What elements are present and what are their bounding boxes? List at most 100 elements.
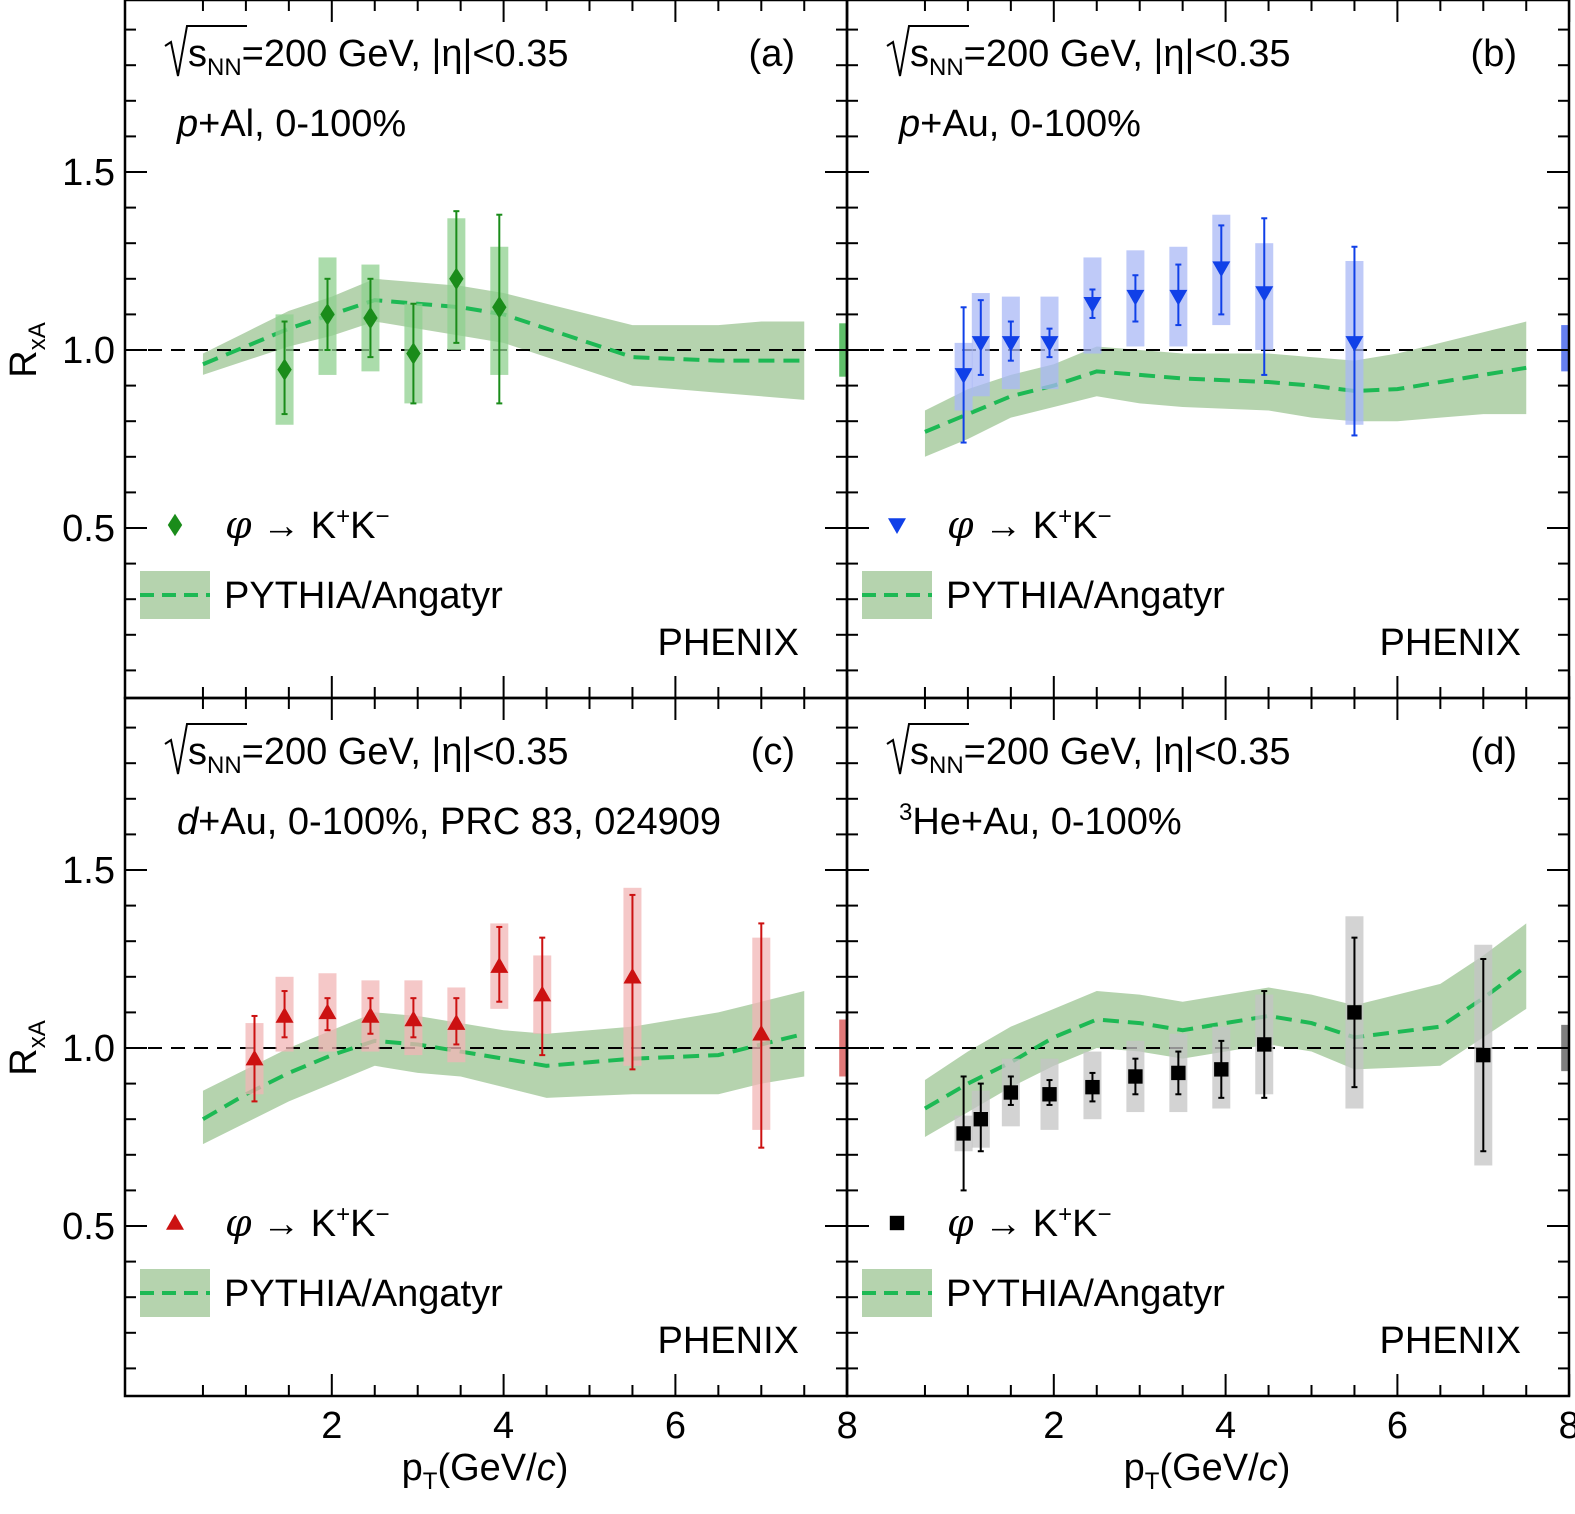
data-point: [1040, 296, 1059, 390]
marker-triangle-up: [490, 957, 509, 973]
energy-annotation: sNN=200 GeV, |η|<0.35: [886, 723, 1291, 779]
marker-triangle-down: [1169, 289, 1188, 306]
marker-triangle-up: [447, 1014, 466, 1030]
sqrt-sign: [886, 25, 969, 77]
legend-k: K: [311, 1203, 336, 1245]
data-point: [490, 213, 509, 405]
data-point: [1126, 250, 1145, 347]
marker-triangle-up: [533, 985, 552, 1002]
marker-diamond: [406, 342, 421, 365]
energy-sub: NN: [207, 54, 242, 81]
plot-area: [125, 887, 847, 1149]
system-label: p+Al, 0-100%: [176, 103, 406, 145]
data-point: [752, 922, 771, 1149]
legend-plus: +: [336, 1201, 350, 1228]
data-point: [954, 1075, 973, 1192]
energy-s: s: [188, 731, 207, 773]
sqrt-sign: [886, 723, 969, 775]
panel-label: (c): [751, 731, 795, 773]
sqrt-sign: [164, 723, 247, 775]
data-point: [318, 973, 337, 1052]
y-tick-label: 1.0: [62, 1028, 115, 1070]
plot-area: [847, 916, 1569, 1192]
legend-marker-triangle-down: [888, 518, 906, 534]
data-point: [245, 1014, 264, 1103]
model-band: [202, 991, 805, 1145]
system-rest: He+Au, 0-100%: [912, 801, 1181, 843]
marker-square: [1257, 1037, 1272, 1052]
system-italic: p: [176, 103, 198, 145]
x-tick-label: 4: [493, 1405, 514, 1447]
marker-triangle-down: [954, 368, 973, 384]
x-axis-title-left: pT(GeV/c): [402, 1447, 569, 1495]
legend-phi: φ: [225, 1201, 252, 1245]
system-italic: p: [898, 103, 920, 145]
data-point: [1474, 944, 1493, 1166]
legend-k: K: [1033, 1203, 1058, 1245]
axis-ticks: [125, 0, 849, 698]
data-point: [971, 1082, 990, 1153]
data-point: [1345, 916, 1364, 1109]
x-tick-label: 6: [665, 1405, 686, 1447]
marker-diamond: [492, 296, 507, 319]
x-axis-title-right: pT(GeV/c): [1124, 1447, 1291, 1495]
legend-minus: −: [1097, 503, 1111, 530]
legend-k: K: [350, 1203, 375, 1245]
legend-arrow: →: [974, 1203, 1033, 1245]
data-point: [954, 306, 973, 444]
legend-phi: φ: [225, 503, 252, 547]
energy-annotation: sNN=200 GeV, |η|<0.35: [886, 25, 1291, 81]
data-point: [1040, 1058, 1059, 1130]
panel-label: (a): [749, 33, 795, 75]
legend-plus: +: [1058, 1201, 1072, 1228]
y-axis-title-main: R: [3, 1048, 45, 1075]
marker-triangle-up: [404, 1010, 423, 1027]
marker-triangle-up: [752, 1024, 771, 1041]
marker-triangle-up: [623, 967, 642, 984]
legend-arrow: →: [974, 505, 1033, 547]
data-point: [1169, 1033, 1188, 1113]
data-point: [361, 264, 380, 372]
data-point: [404, 980, 423, 1056]
experiment-label: PHENIX: [658, 622, 799, 664]
y-axis-title-sub: xA: [24, 1020, 51, 1048]
data-point: [447, 987, 466, 1063]
energy-sub: NN: [929, 54, 964, 81]
data-point: [361, 980, 380, 1052]
y-tick-label: 0.5: [62, 1206, 115, 1248]
marker-triangle-down: [1083, 296, 1102, 313]
legend-arrow: →: [252, 1203, 311, 1245]
legend-minus: −: [375, 503, 389, 530]
system-sup: 3: [899, 799, 912, 826]
legend-marker-triangle-up: [166, 1214, 184, 1230]
system-label: 3He+Au, 0-100%: [899, 799, 1182, 843]
legend-data-label: φ → K+K−: [225, 1201, 389, 1245]
energy-s: s: [188, 33, 207, 75]
marker-triangle-down: [1212, 261, 1231, 278]
data-point: [1083, 257, 1102, 354]
chart-panel-b: sNN=200 GeV, |η|<0.35 (b) p+Au, 0-100% φ → …: [845, 0, 1571, 700]
data-point: [1255, 217, 1274, 376]
axis-ticks: [847, 698, 1571, 1396]
chart-panel-a: 0.5 1.0 1.5 sNN=200 GeV, |η|<0.35 (a) p+Al, 0…: [62, 0, 849, 700]
legend-model-label: PYTHIA/Angatyr: [946, 1273, 1225, 1315]
sqrt-sign: [164, 25, 247, 77]
data-point: [971, 293, 990, 397]
legend-phi: φ: [947, 503, 974, 547]
y-axis-title-sub: xA: [24, 322, 51, 350]
data-point: [1126, 1040, 1145, 1113]
y-tick-label: 1.5: [62, 152, 115, 194]
model-band: [924, 321, 1527, 457]
data-point: [1212, 214, 1231, 326]
energy-annotation: sNN=200 GeV, |η|<0.35: [164, 723, 569, 779]
plot-area: [125, 210, 847, 425]
data-point: [623, 887, 642, 1071]
legend: φ → K+K−PYTHIA/Angatyr: [140, 1201, 503, 1317]
energy-rest: =200 GeV, |η|<0.35: [964, 731, 1291, 773]
energy-annotation: sNN=200 GeV, |η|<0.35: [164, 25, 569, 81]
marker-triangle-up: [361, 1006, 380, 1023]
data-point: [318, 257, 337, 375]
x-tick-label: 6: [1387, 1405, 1408, 1447]
marker-diamond: [363, 306, 378, 330]
marker-square: [1085, 1079, 1100, 1095]
